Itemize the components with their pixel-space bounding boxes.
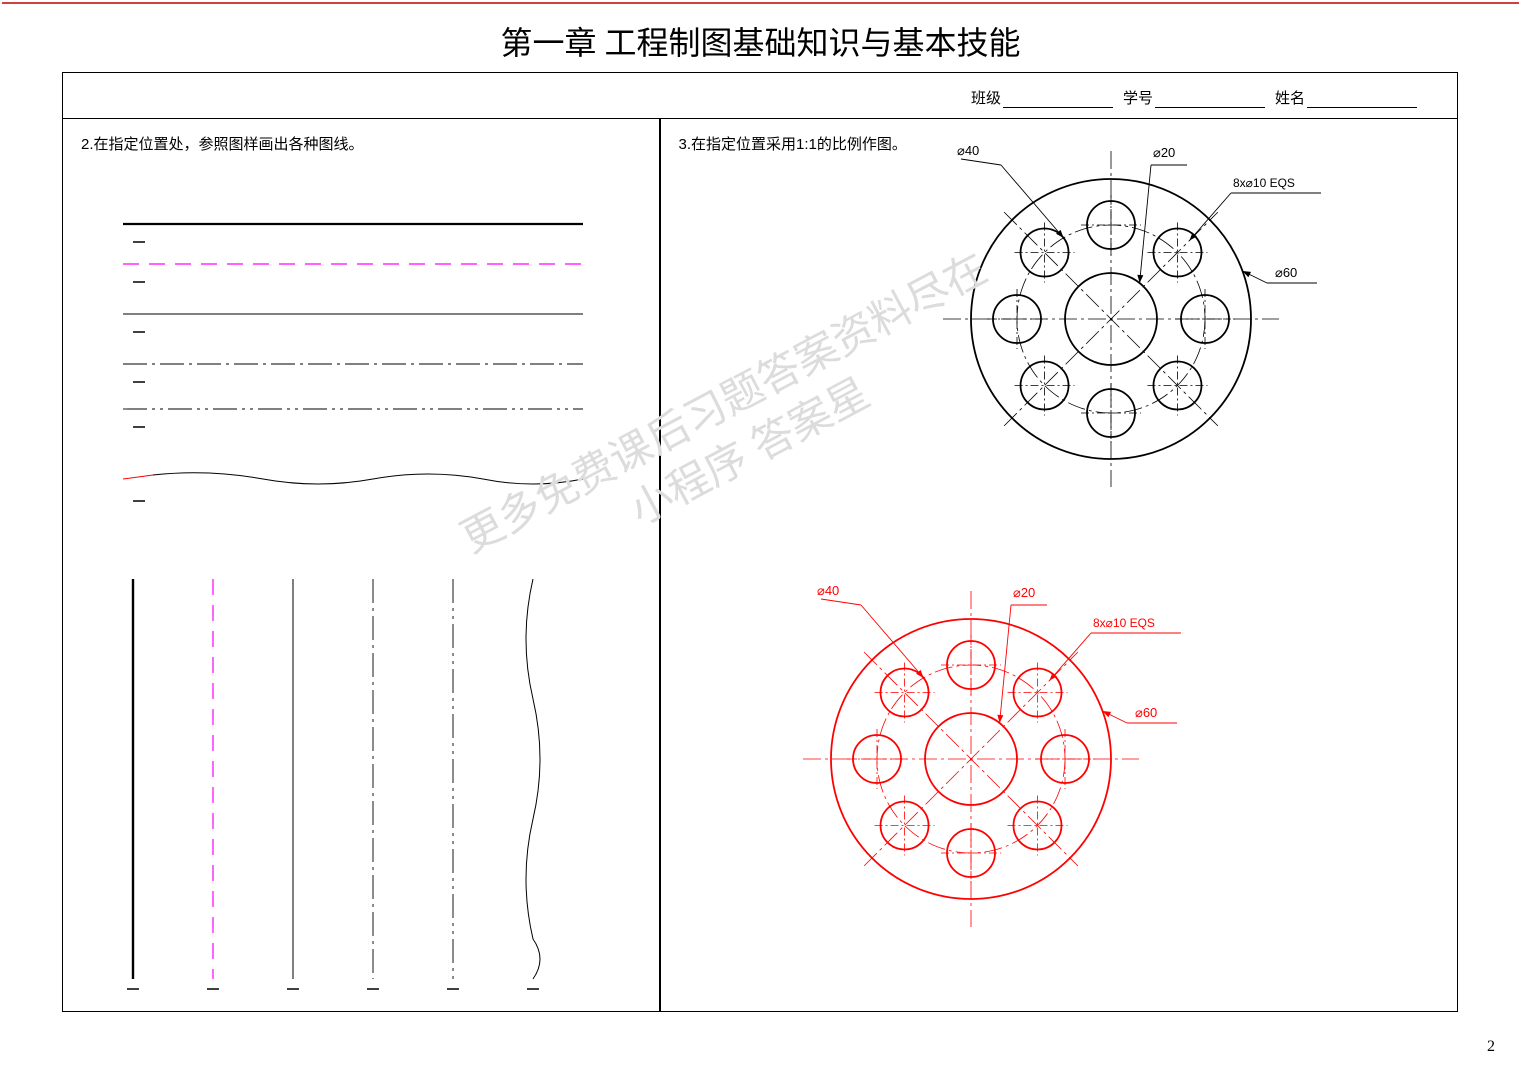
svg-text:⌀60: ⌀60 — [1275, 265, 1297, 280]
header-row: 班级 学号 姓名 — [63, 73, 1457, 119]
right-flange-drawings: ⌀40 ⌀20 8x⌀10 EQS ⌀60 ⌀40 ⌀20 8x⌀10 EQS ⌀60 — [661, 119, 1460, 1013]
field-name-underline[interactable] — [1307, 90, 1417, 108]
page-top-border — [2, 2, 1519, 4]
field-number-label: 学号 — [1123, 87, 1153, 108]
field-name: 姓名 — [1275, 87, 1417, 108]
page-title: 第一章 工程制图基础知识与基本技能 — [0, 0, 1521, 78]
left-panel: 2.在指定位置处，参照图样画出各种图线。 — [63, 119, 659, 1011]
left-line-samples — [63, 119, 659, 1013]
field-class-underline[interactable] — [1003, 90, 1113, 108]
header-fields: 班级 学号 姓名 — [971, 87, 1417, 108]
page-number: 2 — [1487, 1038, 1495, 1056]
field-number: 学号 — [1123, 87, 1265, 108]
svg-text:8x⌀10 EQS: 8x⌀10 EQS — [1093, 616, 1155, 630]
field-class: 班级 — [971, 87, 1113, 108]
svg-text:⌀60: ⌀60 — [1135, 705, 1157, 720]
svg-text:8x⌀10 EQS: 8x⌀10 EQS — [1233, 176, 1295, 190]
field-number-underline[interactable] — [1155, 90, 1265, 108]
field-class-label: 班级 — [971, 87, 1001, 108]
drawing-frame: 班级 学号 姓名 2.在指定位置处，参照图样画出各种图线。 3.在指定位置采用1… — [62, 72, 1458, 1012]
right-panel: 3.在指定位置采用1:1的比例作图。 ⌀40⌀208x⌀10 EQS⌀60⌀40… — [661, 119, 1460, 1011]
task-2-text: 2.在指定位置处，参照图样画出各种图线。 — [81, 133, 364, 154]
svg-text:⌀20: ⌀20 — [1153, 145, 1175, 160]
field-name-label: 姓名 — [1275, 87, 1305, 108]
svg-text:⌀40: ⌀40 — [817, 583, 839, 598]
svg-text:⌀20: ⌀20 — [1013, 585, 1035, 600]
svg-text:⌀40: ⌀40 — [957, 143, 979, 158]
task-3-text: 3.在指定位置采用1:1的比例作图。 — [679, 133, 907, 154]
